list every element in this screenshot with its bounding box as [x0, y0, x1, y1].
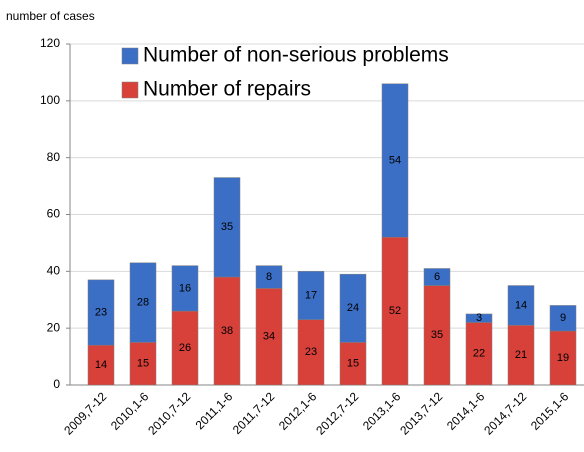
- bar-segment: [171, 310, 199, 386]
- bar-segment: [87, 344, 115, 386]
- bar-segment: [423, 285, 451, 386]
- x-tick-label: 2013,1-6: [360, 389, 404, 433]
- data-label: 21: [515, 349, 527, 361]
- bar-segment: [129, 342, 157, 386]
- data-label: 34: [263, 331, 275, 343]
- data-label: 28: [137, 296, 149, 308]
- x-tick-label: 2010,1-6: [108, 389, 152, 433]
- data-label: 38: [221, 325, 233, 337]
- legend-label: Number of repairs: [143, 78, 311, 101]
- data-label: 54: [389, 154, 401, 166]
- y-tick-label: 0: [53, 377, 60, 391]
- data-label: 22: [473, 348, 485, 360]
- bar-segment: [339, 342, 367, 386]
- bar-segment: [255, 288, 283, 386]
- bar-segment: [339, 273, 367, 343]
- y-tick-label: 100: [40, 93, 60, 107]
- data-label: 15: [137, 358, 149, 370]
- bar-segment: [87, 279, 115, 346]
- data-label: 35: [431, 329, 443, 341]
- data-label: 35: [221, 221, 233, 233]
- bar-segment: [171, 265, 199, 312]
- x-tick-label: 2014,7-12: [481, 389, 529, 437]
- bar-segment: [507, 285, 535, 326]
- legend-label: Number of non-serious problems: [143, 44, 449, 67]
- x-tick-label: 2012,7-12: [313, 389, 361, 437]
- x-tick-label: 2011,7-12: [230, 389, 278, 437]
- x-tick-label: 2012,1-6: [276, 389, 320, 433]
- bar-segment: [507, 325, 535, 386]
- data-label: 15: [347, 358, 359, 370]
- x-tick-label: 2014,1-6: [444, 389, 488, 433]
- data-label: 8: [266, 271, 272, 283]
- x-tick-label: 2013,7-12: [397, 389, 445, 437]
- bar-segment: [297, 319, 325, 386]
- data-label: 24: [347, 302, 359, 314]
- bar-segment: [381, 236, 409, 386]
- bar-segment: [549, 305, 577, 332]
- bar-segment: [465, 322, 493, 386]
- data-label: 23: [95, 306, 107, 318]
- y-tick-label: 120: [40, 36, 60, 50]
- data-label: 6: [434, 271, 440, 283]
- bar-segment: [255, 265, 283, 289]
- bar-segment: [381, 83, 409, 238]
- data-label: 23: [305, 346, 317, 358]
- data-label: 16: [179, 282, 191, 294]
- x-tick-label: 2010,7-12: [145, 389, 193, 437]
- x-tick-label: 2009,7-12: [61, 389, 109, 437]
- bar-segment: [549, 330, 577, 386]
- bar-segment: [129, 262, 157, 343]
- bar-segment: [465, 313, 493, 323]
- data-label: 19: [557, 352, 569, 364]
- bar-segment: [423, 268, 451, 286]
- data-label: 14: [95, 359, 107, 371]
- data-label: 26: [179, 342, 191, 354]
- data-label: 17: [305, 289, 317, 301]
- y-tick-label: 60: [47, 207, 61, 221]
- data-label: 3: [476, 312, 482, 324]
- data-label: 9: [560, 312, 566, 324]
- data-label: 52: [389, 305, 401, 317]
- bar-segment: [213, 177, 241, 278]
- bar-segment: [297, 271, 325, 320]
- y-tick-label: 20: [47, 320, 61, 334]
- legend-swatch: [121, 81, 139, 99]
- x-tick-label: 2011,1-6: [193, 389, 236, 432]
- y-tick-label: 40: [47, 264, 61, 278]
- y-axis-label: number of cases: [6, 9, 95, 23]
- y-tick-label: 80: [47, 150, 61, 164]
- x-tick-label: 2015,1-6: [528, 389, 572, 433]
- legend-swatch: [121, 47, 139, 65]
- data-label: 14: [515, 299, 527, 311]
